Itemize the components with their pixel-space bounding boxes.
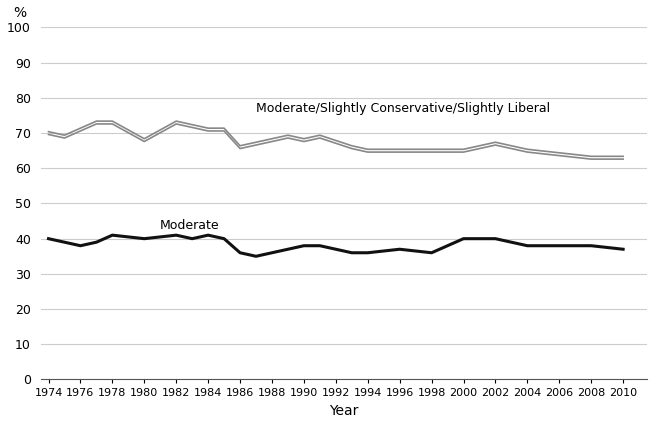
Text: Moderate/Slightly Conservative/Slightly Liberal: Moderate/Slightly Conservative/Slightly … [256,102,550,116]
Text: %: % [13,6,26,20]
X-axis label: Year: Year [329,404,358,418]
Text: Moderate: Moderate [160,218,220,232]
